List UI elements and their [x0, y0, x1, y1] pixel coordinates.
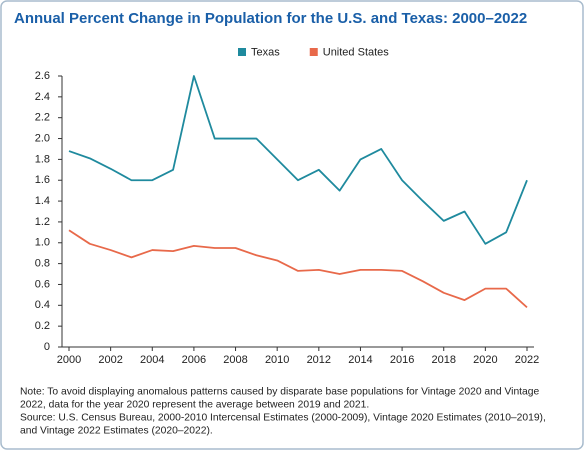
x-tick-label: 2012: [307, 354, 331, 366]
note-line: 2022, data for the year 2020 represent t…: [20, 400, 369, 411]
y-tick-label: 0.8: [35, 258, 50, 270]
y-tick-label: 2.4: [35, 91, 50, 103]
note-line: Note: To avoid displaying anomalous patt…: [20, 387, 539, 398]
legend-label: United States: [323, 46, 390, 58]
y-tick-label: 2.2: [35, 112, 50, 124]
x-tick-label: 2002: [98, 354, 122, 366]
y-tick-label: 0.4: [35, 299, 50, 311]
legend-swatch: [309, 48, 318, 56]
x-tick-label: 2004: [140, 354, 164, 366]
y-tick-label: 1.4: [35, 195, 50, 207]
series-line: [68, 75, 528, 245]
x-tick-label: 2000: [57, 354, 81, 366]
y-tick-label: 1.0: [35, 237, 50, 249]
y-tick-label: 2.0: [35, 132, 50, 144]
y-tick-label: 0.6: [35, 278, 50, 290]
x-tick-label: 2016: [390, 354, 414, 366]
legend-label: Texas: [251, 46, 280, 58]
source-line: and Vintage 2022 Estimates (2020–2022).: [20, 426, 213, 437]
x-tick-label: 2022: [515, 354, 539, 366]
x-tick-label: 2020: [473, 354, 497, 366]
y-tick-label: 2.6: [35, 70, 50, 82]
y-tick-label: 1.8: [35, 153, 50, 165]
x-tick-label: 2006: [182, 354, 206, 366]
y-tick-label: 1.6: [35, 174, 50, 186]
legend-swatch: [238, 48, 246, 56]
x-tick-label: 2008: [223, 354, 247, 366]
source-line: Source: U.S. Census Bureau, 2000-2010 In…: [20, 413, 546, 424]
y-tick-label: 0.2: [35, 320, 50, 332]
x-tick-label: 2014: [348, 354, 372, 366]
chart-title: Annual Percent Change in Population for …: [14, 10, 527, 27]
y-tick-label: 1.2: [35, 216, 50, 228]
x-tick-label: 2018: [431, 354, 455, 366]
series-line: [68, 229, 528, 309]
y-tick-label: 0: [44, 341, 50, 353]
x-tick-label: 2010: [265, 354, 289, 366]
